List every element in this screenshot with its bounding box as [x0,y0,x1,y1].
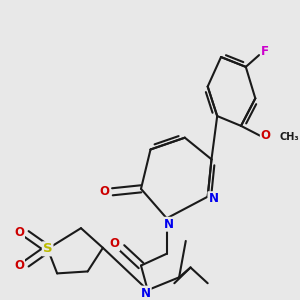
Text: O: O [261,129,271,142]
Text: O: O [14,259,24,272]
Text: CH₃: CH₃ [279,132,299,142]
Text: S: S [43,242,52,255]
Text: F: F [261,45,269,58]
Text: O: O [14,226,24,238]
Text: N: N [141,286,151,300]
Text: O: O [109,237,119,250]
Text: O: O [100,185,110,198]
Text: N: N [208,192,218,205]
Text: N: N [164,218,174,231]
